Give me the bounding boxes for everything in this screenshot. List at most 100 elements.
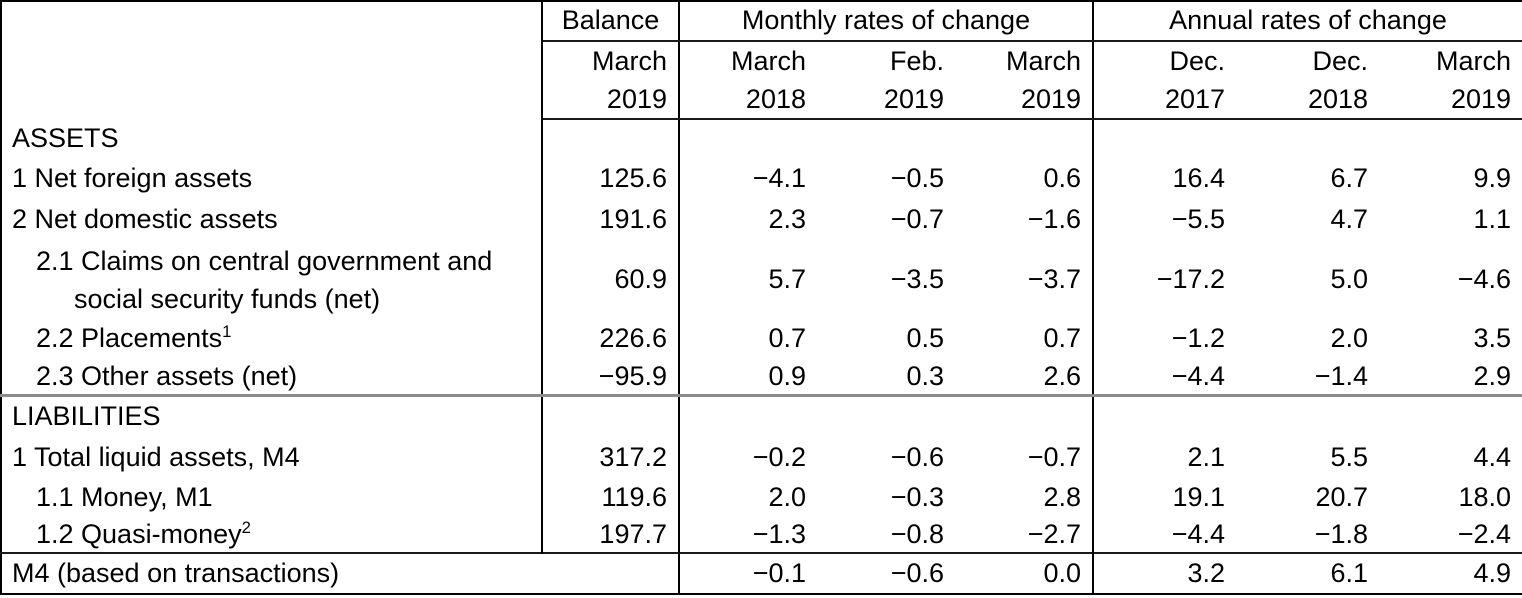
monthly-group-header: Monthly rates of change — [679, 1, 1095, 42]
row-label: 2.3 Other assets (net) — [1, 359, 543, 395]
monthly-cell: −0.3 — [890, 481, 944, 512]
annual-cell: 6.1 — [1236, 552, 1380, 594]
cell-blank — [955, 393, 1095, 437]
corner-blank-cell — [1, 1, 543, 119]
row-label: 1.2 Quasi-money2 — [1, 517, 543, 553]
cell-blank — [1379, 119, 1522, 158]
balance-cell: 125.6 — [542, 158, 680, 199]
cell-blank — [817, 119, 955, 158]
row-label: 1.1 Money, M1 — [1, 478, 543, 517]
row-label: M4 (based on transactions) — [1, 552, 680, 594]
balance-cell: −95.9 — [542, 359, 680, 395]
row-label: 2 Net domestic assets — [1, 199, 543, 241]
table-row: 2.3 Other assets (net) −95.9 0.9 0.3 2.6… — [1, 359, 1522, 395]
monthly-cell: 2.6 — [955, 359, 1095, 395]
monthly-cell: −0.7 — [890, 204, 944, 235]
cell-blank — [1379, 393, 1522, 437]
annual-cell: 19.1 — [1172, 481, 1226, 512]
monthly-cell: 5.7 — [768, 264, 806, 295]
annual-cell: 2.9 — [1473, 360, 1512, 391]
balance-cell: 119.6 — [542, 478, 680, 517]
monthly-cell: −4.1 — [752, 162, 806, 193]
monthly-cell: 0.7 — [955, 319, 1095, 359]
monthly-cell: −1.3 — [752, 518, 806, 549]
cell-blank — [1236, 119, 1379, 158]
monthly-cell: −0.2 — [752, 441, 806, 472]
monthly-cell: −0.8 — [890, 518, 944, 549]
monthly-cell: −1.6 — [955, 199, 1095, 241]
period-header: March 2019 — [542, 41, 680, 120]
annual-cell: −17.2 — [1156, 264, 1226, 295]
cell-blank — [817, 393, 955, 437]
cell-blank — [1093, 119, 1236, 158]
balance-cell: 317.2 — [542, 437, 680, 478]
annual-cell: −1.2 — [1171, 323, 1226, 354]
monthly-cell: 0.7 — [768, 323, 806, 354]
annual-cell: 4.7 — [1330, 204, 1369, 235]
annual-cell: −1.4 — [1314, 360, 1369, 391]
monthly-cell: 0.5 — [906, 323, 944, 354]
footnote-marker: 2 — [241, 517, 251, 537]
annual-cell: 3.2 — [1093, 552, 1237, 594]
monthly-cell: 0.0 — [955, 552, 1095, 594]
row-label: 2.1 Claims on central government and soc… — [1, 241, 543, 319]
cell-blank — [542, 119, 680, 158]
row-label: 2.2 Placements1 — [1, 319, 543, 359]
annual-cell: 1.1 — [1473, 204, 1512, 235]
table-row: 2.1 Claims on central government and soc… — [1, 241, 1522, 319]
period-header: Dec. 2018 — [1236, 41, 1380, 120]
annual-group-header: Annual rates of change — [1093, 1, 1522, 42]
monthly-cell: 0.3 — [906, 360, 944, 391]
annual-cell: −1.8 — [1314, 518, 1369, 549]
cell-blank — [1236, 393, 1380, 437]
monthly-cell: 2.0 — [768, 481, 806, 512]
period-header: March 2019 — [1379, 41, 1522, 120]
annual-cell: 2.1 — [1187, 441, 1226, 472]
period-header: March 2019 — [955, 41, 1095, 120]
monthly-cell: −0.6 — [817, 552, 955, 594]
balance-cell: 191.6 — [542, 199, 680, 241]
table-row: 1.2 Quasi-money2 197.7 −1.3 −0.8 −2.7 −4… — [1, 517, 1522, 553]
monthly-cell: −0.1 — [679, 552, 817, 594]
cell-blank — [1093, 393, 1237, 437]
annual-cell: 5.0 — [1330, 264, 1369, 295]
monthly-cell: −0.7 — [955, 437, 1095, 478]
cell-blank — [679, 119, 817, 158]
annual-cell: −4.6 — [1457, 264, 1512, 295]
annual-cell: 6.7 — [1330, 162, 1369, 193]
monthly-cell: −0.5 — [890, 162, 944, 193]
balance-cell: 197.7 — [542, 517, 680, 553]
table-row: 1.1 Money, M1 119.6 2.0 −0.3 2.8 19.1 20… — [1, 478, 1522, 517]
monthly-cell: −3.7 — [955, 241, 1095, 319]
annual-cell: −4.4 — [1171, 518, 1226, 549]
header-group-row: Balance Monthly rates of change Annual r… — [1, 1, 1522, 119]
section-label: ASSETS — [1, 119, 543, 158]
period-header: Feb. 2019 — [817, 41, 955, 120]
annual-cell: 3.5 — [1473, 323, 1512, 354]
monthly-cell: 0.9 — [768, 360, 806, 391]
annual-cell: 20.7 — [1315, 481, 1369, 512]
row-label: 1 Total liquid assets, M4 — [1, 437, 543, 478]
period-header: Dec. 2017 — [1093, 41, 1237, 120]
balance-column-header: Balance — [542, 1, 680, 42]
balance-cell: 60.9 — [542, 241, 680, 319]
monthly-cell: 2.3 — [768, 204, 806, 235]
table-row: 1 Net foreign assets 125.6 −4.1 −0.5 0.6… — [1, 158, 1522, 199]
table-row: 2.2 Placements1 226.6 0.7 0.5 0.7 −1.2 2… — [1, 319, 1522, 359]
section-label: LIABILITIES — [1, 393, 543, 437]
monthly-cell: −2.7 — [955, 517, 1095, 553]
annual-cell: −2.4 — [1457, 518, 1512, 549]
summary-row-m4-transactions: M4 (based on transactions) −0.1 −0.6 0.0… — [1, 552, 1522, 594]
table-row: 1 Total liquid assets, M4 317.2 −0.2 −0.… — [1, 437, 1522, 478]
annual-cell: 9.9 — [1473, 162, 1512, 193]
period-header: March 2018 — [679, 41, 817, 120]
annual-cell: −5.5 — [1171, 204, 1226, 235]
row-label: 1 Net foreign assets — [1, 158, 543, 199]
annual-cell: 2.0 — [1330, 323, 1369, 354]
section-row-assets: ASSETS — [1, 119, 1522, 158]
cell-blank — [679, 393, 817, 437]
header-period-row: March 2019 March 2018 Feb. 2019 March 2019 D… — [1, 41, 1522, 120]
annual-cell: 4.4 — [1473, 441, 1512, 472]
monthly-cell: 0.6 — [955, 158, 1095, 199]
